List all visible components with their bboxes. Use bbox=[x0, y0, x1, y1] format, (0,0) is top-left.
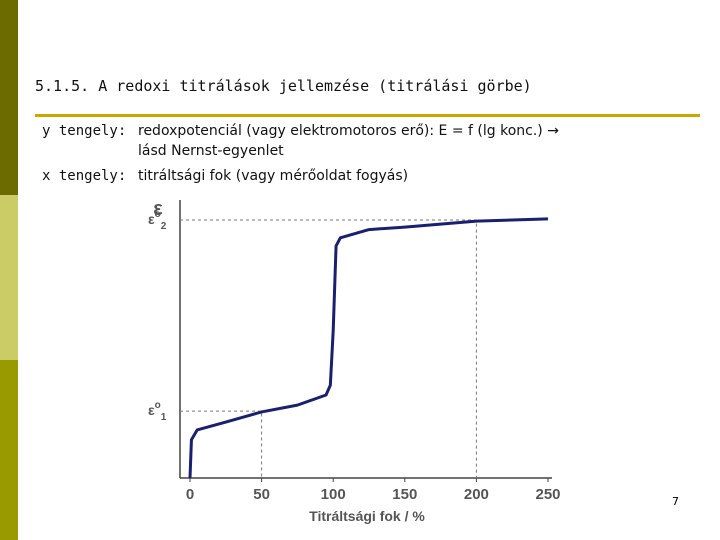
reference-line bbox=[180, 219, 477, 478]
level-symbol: ε bbox=[148, 211, 155, 227]
y-axis-title: ε bbox=[153, 198, 163, 220]
x-tick-label: 200 bbox=[464, 486, 489, 503]
level-sup: o bbox=[155, 400, 161, 411]
bullet-text: lásd Nernst-egyenlet bbox=[138, 143, 284, 159]
x-tick-label: 0 bbox=[186, 486, 194, 503]
bullet-text: redoxpotenciál (vagy elektromotoros erő)… bbox=[138, 123, 559, 139]
x-tick-label: 50 bbox=[253, 486, 270, 503]
page-number: 7 bbox=[672, 495, 679, 508]
x-tick-label: 100 bbox=[321, 486, 346, 503]
level-label: εo2 bbox=[148, 209, 167, 232]
title-rule bbox=[35, 114, 700, 117]
bullet-text: titráltsági fok (vagy mérőoldat fogyás) bbox=[138, 168, 409, 184]
x-axis-title: Titráltsági fok / % bbox=[309, 508, 425, 524]
side-strip bbox=[0, 360, 18, 540]
level-sub: 1 bbox=[161, 412, 167, 423]
level-label: εo1 bbox=[148, 400, 167, 423]
level-sub: 2 bbox=[161, 221, 167, 232]
reference-line bbox=[180, 410, 263, 478]
level-sup: o bbox=[155, 209, 161, 220]
x-tick-label: 250 bbox=[535, 486, 560, 503]
bullet: x tengely: titráltsági fok (vagy mérőolda… bbox=[42, 166, 408, 186]
titration-curve bbox=[188, 217, 549, 479]
level-symbol: ε bbox=[148, 402, 155, 418]
side-strip bbox=[0, 195, 18, 360]
bullet-label: x tengely: bbox=[42, 168, 127, 184]
bullet: y tengely: redoxpotenciál (vagy elektromo… bbox=[42, 121, 559, 161]
side-strip bbox=[0, 0, 18, 195]
bullet-label: y tengely: bbox=[42, 123, 127, 139]
slide-title: 5.1.5. A redoxi titrálások jellemzése (t… bbox=[35, 77, 532, 95]
x-tick-label: 150 bbox=[392, 486, 417, 503]
